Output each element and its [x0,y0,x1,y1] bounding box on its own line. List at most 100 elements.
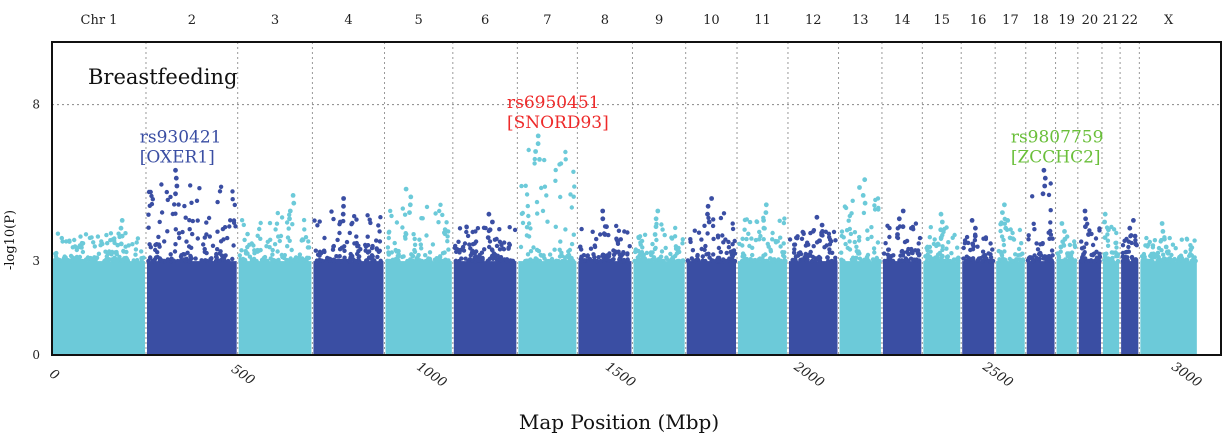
snp-point [935,255,940,260]
snp-point [727,256,732,261]
snp-point [98,243,103,248]
snp-point [742,253,747,258]
snp-point [702,223,707,228]
snp-point [711,236,716,242]
snp-point [412,242,418,247]
snp-point [414,256,419,261]
snp-point [804,258,810,264]
snp-point [252,248,257,253]
snp-point [436,220,441,225]
peak-point [763,210,769,216]
snp-point [847,239,852,244]
snp-point [1072,242,1077,248]
snp-point [1102,252,1107,257]
snp-point [1047,236,1052,241]
peak-point [173,191,178,197]
snp-point [932,258,937,264]
snp-point [173,227,178,232]
snp-point [417,237,422,242]
snp-point [760,256,765,261]
peak-point [709,196,714,201]
snp-point [655,257,661,262]
snp-point [464,225,469,230]
snp-point [453,243,458,249]
snp-point [512,227,518,233]
snp-point [396,252,401,257]
snp-point [1079,258,1085,264]
snp-point [134,240,139,245]
chromosome-band [385,261,452,354]
snp-point [827,242,833,247]
snp-point [777,218,782,223]
snp-point [368,220,373,226]
snp-point [176,202,181,207]
snp-point [374,238,379,243]
snp-point [532,258,538,264]
peak-point [537,157,542,162]
peak-point [174,183,180,189]
snp-point [386,235,391,241]
snp-point [206,215,212,221]
snp-point [99,239,104,244]
snp-point [1094,255,1100,260]
snp-point [109,252,114,257]
snp-point [690,248,696,253]
snp-point [904,258,910,264]
peak-point [763,202,769,208]
chromosome-label: 6 [481,13,489,28]
snp-point [182,257,187,262]
snp-point [228,218,233,223]
snp-point [850,255,856,260]
snp-point [141,255,146,260]
snp-point [284,220,290,225]
snp-point [159,210,165,215]
snp-point [218,239,224,244]
peak-point [1083,224,1088,230]
snp-point [453,258,459,264]
snp-point [795,234,800,239]
snp-point [557,254,563,259]
snp-point [915,251,920,256]
snp-point [146,189,152,195]
snp-point [1111,250,1116,255]
snp-point [217,258,222,263]
snp-point [96,251,102,256]
snp-point [566,249,571,254]
snp-point [740,243,745,248]
snp-point [931,241,937,247]
peak-point [338,219,343,225]
snp-point [799,236,805,241]
snp-point [1048,220,1053,225]
snp-point [726,239,731,245]
peak-point [1160,229,1166,234]
snp-point [275,249,280,254]
snp-point [888,256,893,261]
peak-point [761,218,766,223]
snp-point [865,236,870,242]
snp-point [1105,243,1111,248]
chromosome-label: 12 [805,13,822,28]
snp-point [490,253,495,258]
snp-point [393,258,398,264]
snp-point [869,225,874,230]
snp-point [872,207,878,212]
snp-point [975,244,980,249]
snp-point [772,257,777,262]
snp-point [299,238,304,243]
snp-point [1133,238,1138,243]
snp-point [1058,249,1063,254]
snp-point [262,254,268,260]
snp-point [215,247,220,252]
x-tick-label: 2000 [790,359,827,391]
snp-point [706,215,711,221]
snp-point [327,256,332,261]
snp-point [175,258,180,264]
snp-point [637,258,643,264]
snp-point [238,258,243,264]
snp-point [928,249,933,254]
snp-point [654,237,659,243]
snp-point [854,244,859,249]
snp-point [987,258,992,264]
snp-point [705,231,710,236]
chromosome-band [578,261,632,354]
